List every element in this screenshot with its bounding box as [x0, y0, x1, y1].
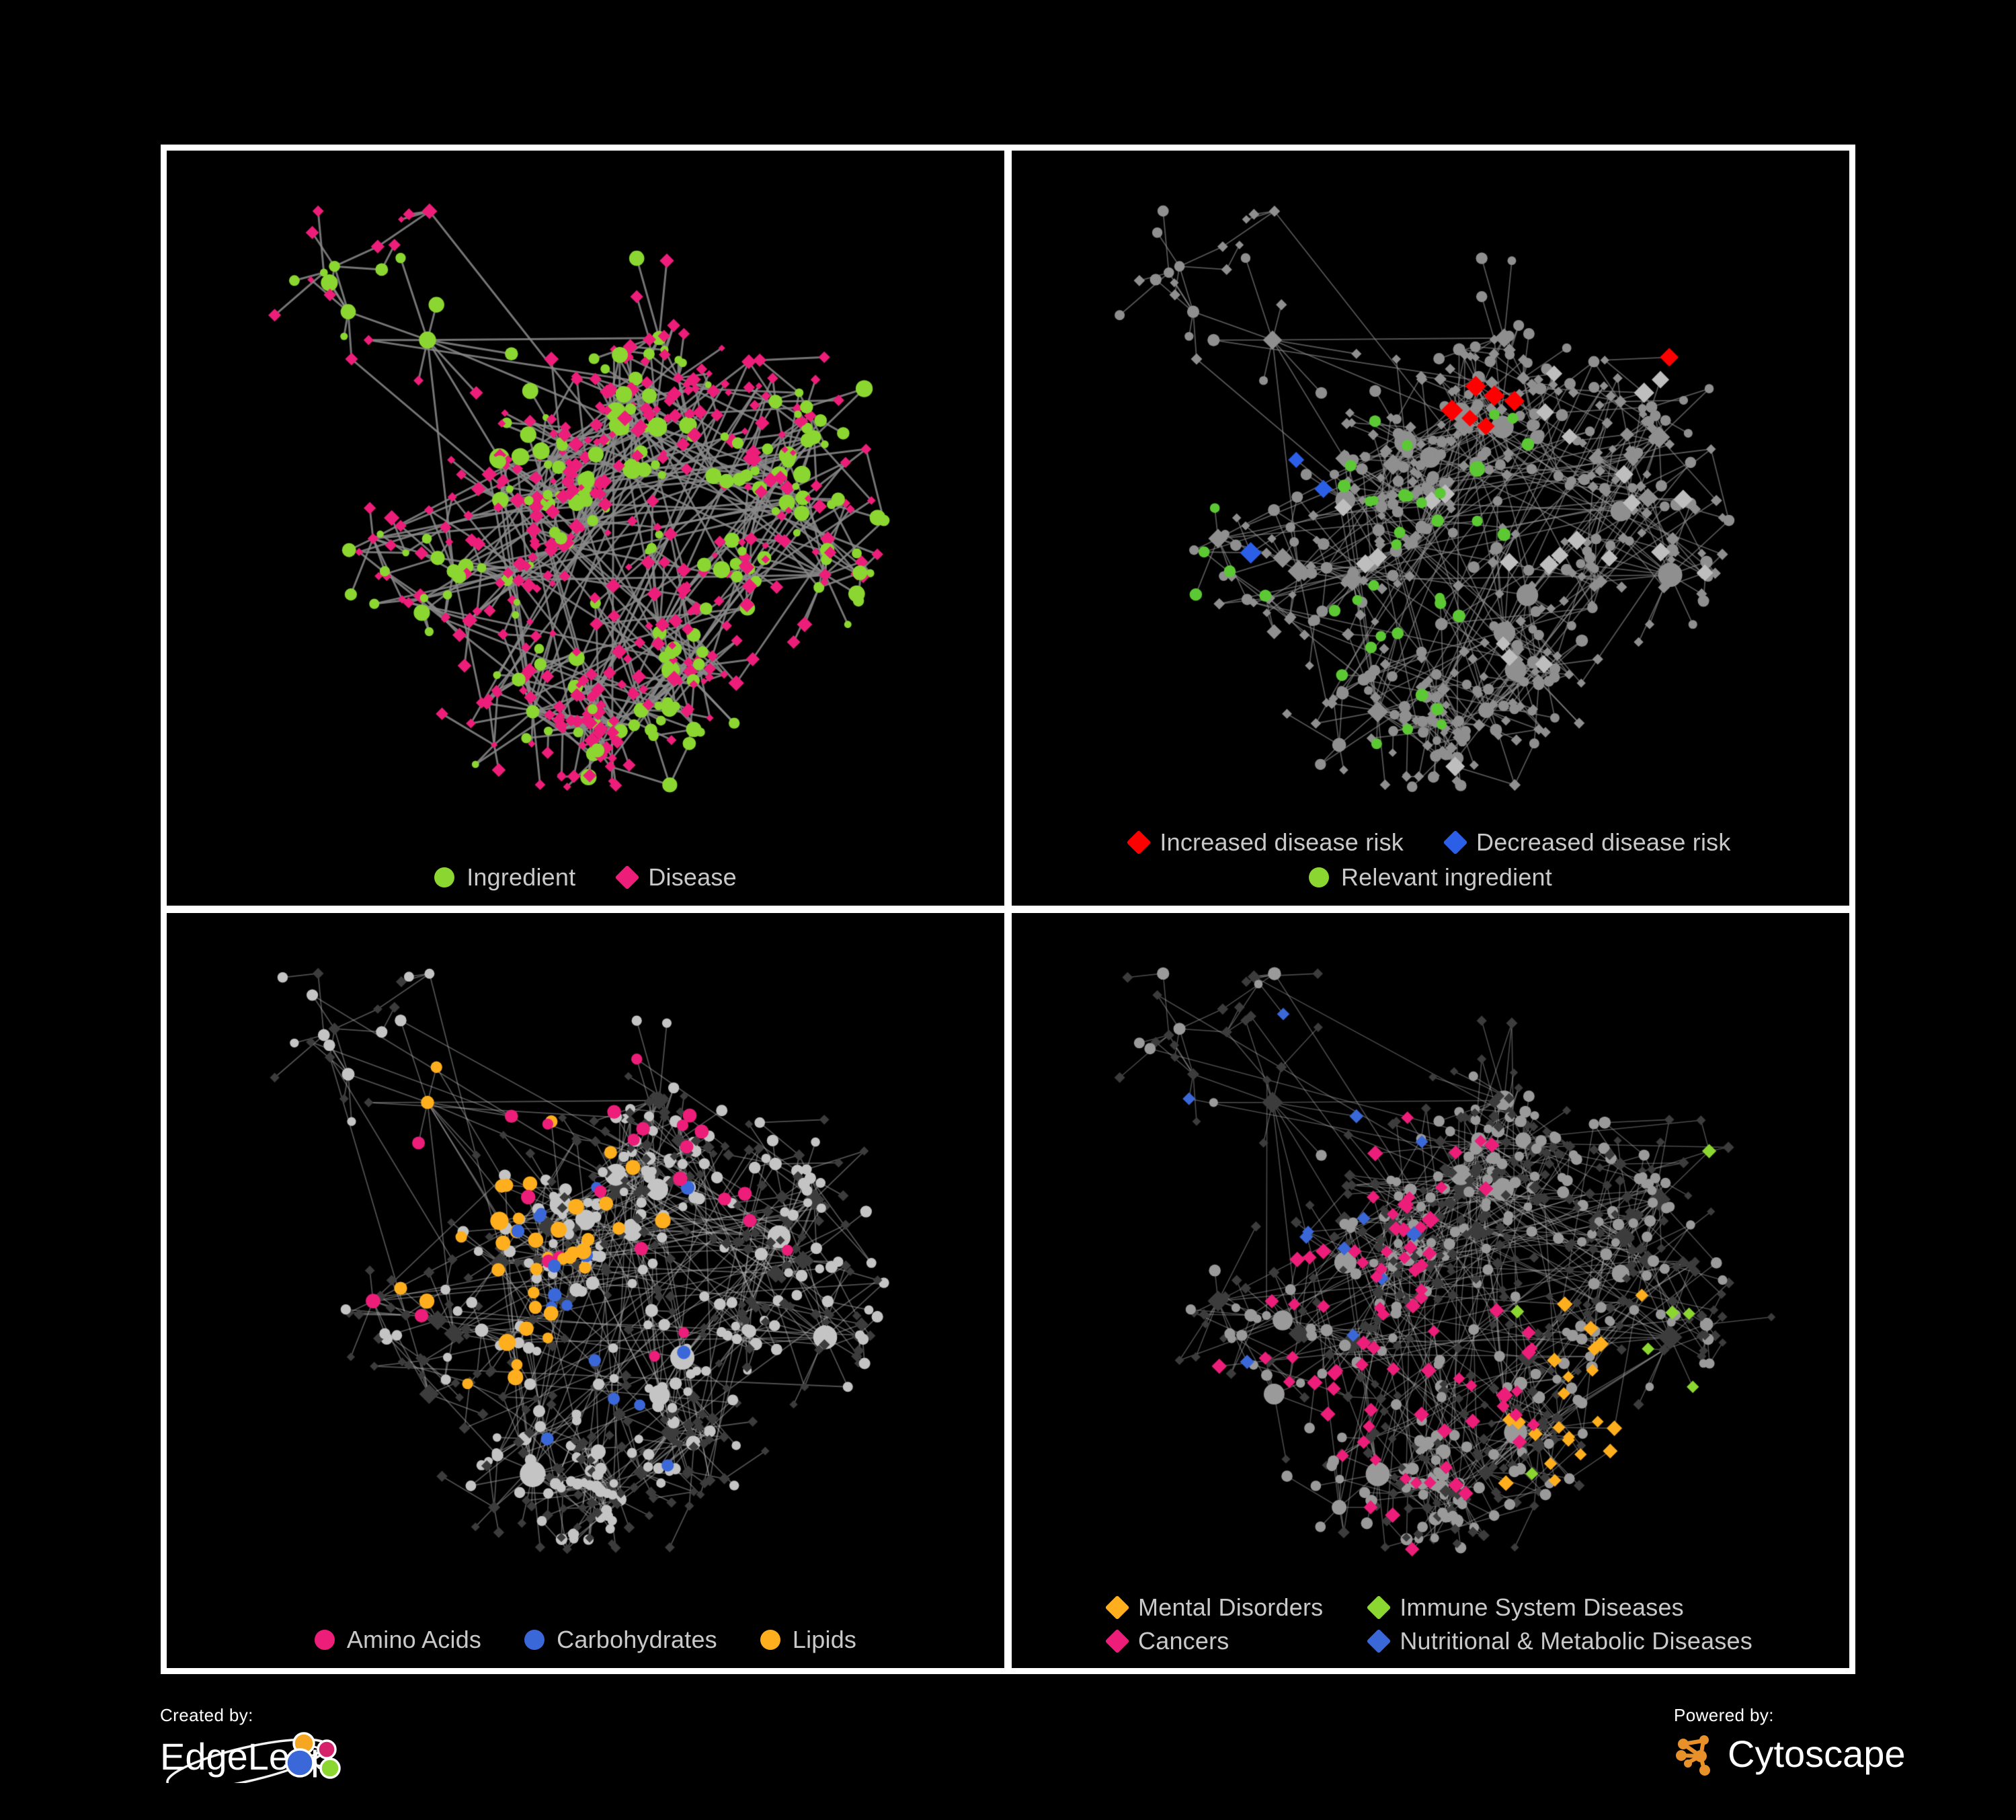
legend-item-amino-acids[interactable]: Amino Acids: [314, 1626, 482, 1653]
legend-label-carbohydrates: Carbohydrates: [557, 1626, 717, 1653]
network-canvas-c[interactable]: [167, 913, 1004, 1668]
lipids-circle-icon: [760, 1630, 780, 1650]
legend-label-amino-acids: Amino Acids: [346, 1626, 482, 1653]
network-canvas-d[interactable]: [1012, 913, 1849, 1668]
increased-risk-diamond-icon: [1127, 830, 1152, 855]
panel-ingredient-class-network[interactable]: Amino Acids Carbohydrates Lipids: [167, 913, 1004, 1668]
legend-item-immune-system-diseases[interactable]: Immune System Diseases: [1366, 1593, 1752, 1621]
legend-item-carbohydrates[interactable]: Carbohydrates: [524, 1628, 717, 1652]
carbohydrates-circle-icon: [524, 1630, 545, 1650]
edgeleap-node-blue: [285, 1748, 315, 1778]
amino-acids-circle-icon: [314, 1630, 335, 1650]
network-canvas-a[interactable]: [167, 151, 1004, 906]
legend-label-nutritional-metabolic-diseases: Nutritional & Metabolic Diseases: [1400, 1627, 1752, 1655]
powered-by-caption: Powered by:: [1674, 1705, 1774, 1725]
legend-item-cancers[interactable]: Cancers: [1104, 1627, 1323, 1655]
legend-item-relevant-ingredient[interactable]: Relevant ingredient: [1308, 863, 1552, 891]
legend-label-relevant-ingredient: Relevant ingredient: [1340, 863, 1552, 891]
legend-panel-a: Ingredient Disease: [167, 863, 1004, 891]
legend-item-nutritional-metabolic-diseases[interactable]: Nutritional & Metabolic Diseases: [1366, 1627, 1752, 1655]
cytoscape-wordmark: Cytoscape: [1728, 1733, 1906, 1775]
ingredient-circle-icon: [434, 867, 455, 887]
legend-item-disease[interactable]: Disease: [614, 863, 737, 891]
edgeleap-node-green: [319, 1757, 341, 1779]
panel-grid: Ingredient Disease Increased disease ris…: [161, 145, 1855, 1674]
legend-panel-d: Mental Disorders Immune System Diseases …: [1104, 1593, 1752, 1655]
relevant-ingredient-circle-icon: [1308, 867, 1329, 887]
legend-label-cancers: Cancers: [1138, 1627, 1229, 1655]
decreased-risk-diamond-icon: [1443, 830, 1468, 855]
legend-panel-c: Amino Acids Carbohydrates Lipids: [167, 1628, 1004, 1652]
immune-system-diseases-diamond-icon: [1366, 1595, 1392, 1620]
network-canvas-b[interactable]: [1012, 151, 1849, 906]
created-by-brand: Created by: EdgeLeap: [160, 1706, 362, 1783]
panel-ingredient-disease-network[interactable]: Ingredient Disease: [167, 151, 1004, 906]
legend-label-decreased-disease-risk: Decreased disease risk: [1476, 828, 1731, 856]
legend-label-mental-disorders: Mental Disorders: [1138, 1593, 1324, 1621]
legend-item-mental-disorders[interactable]: Mental Disorders: [1104, 1593, 1324, 1621]
legend-label-increased-disease-risk: Increased disease risk: [1160, 828, 1404, 856]
legend-panel-b: Increased disease risk Decreased disease…: [1012, 830, 1849, 889]
figure-footer: Created by: EdgeLeap: [0, 1674, 2016, 1820]
nutritional-metabolic-diseases-diamond-icon: [1366, 1628, 1392, 1654]
legend-item-increased-disease-risk[interactable]: Increased disease risk: [1127, 828, 1404, 856]
legend-label-disease: Disease: [648, 863, 737, 891]
panel-disease-risk-network[interactable]: Increased disease risk Decreased disease…: [1012, 151, 1849, 906]
cytoscape-logo[interactable]: Cytoscape: [1674, 1731, 1906, 1778]
legend-item-ingredient[interactable]: Ingredient: [434, 865, 575, 889]
powered-by-brand: Powered by:: [1674, 1706, 1906, 1778]
legend-label-ingredient: Ingredient: [467, 863, 576, 891]
edgeleap-logo[interactable]: EdgeLeap: [160, 1731, 362, 1783]
legend-item-lipids[interactable]: Lipids: [760, 1628, 856, 1652]
edgeleap-logo-graphic: EdgeLeap: [160, 1732, 341, 1783]
legend-label-immune-system-diseases: Immune System Diseases: [1400, 1593, 1684, 1621]
created-by-caption: Created by:: [160, 1705, 253, 1725]
disease-diamond-icon: [614, 865, 640, 890]
legend-item-decreased-disease-risk[interactable]: Decreased disease risk: [1443, 828, 1731, 856]
edgeleap-node-pink: [317, 1739, 337, 1759]
mental-disorders-diamond-icon: [1104, 1595, 1130, 1620]
panel-disease-class-network[interactable]: Mental Disorders Immune System Diseases …: [1012, 913, 1849, 1668]
cytoscape-logo-glyph: [1676, 1735, 1710, 1776]
legend-label-lipids: Lipids: [792, 1626, 857, 1653]
cancers-diamond-icon: [1104, 1628, 1130, 1654]
